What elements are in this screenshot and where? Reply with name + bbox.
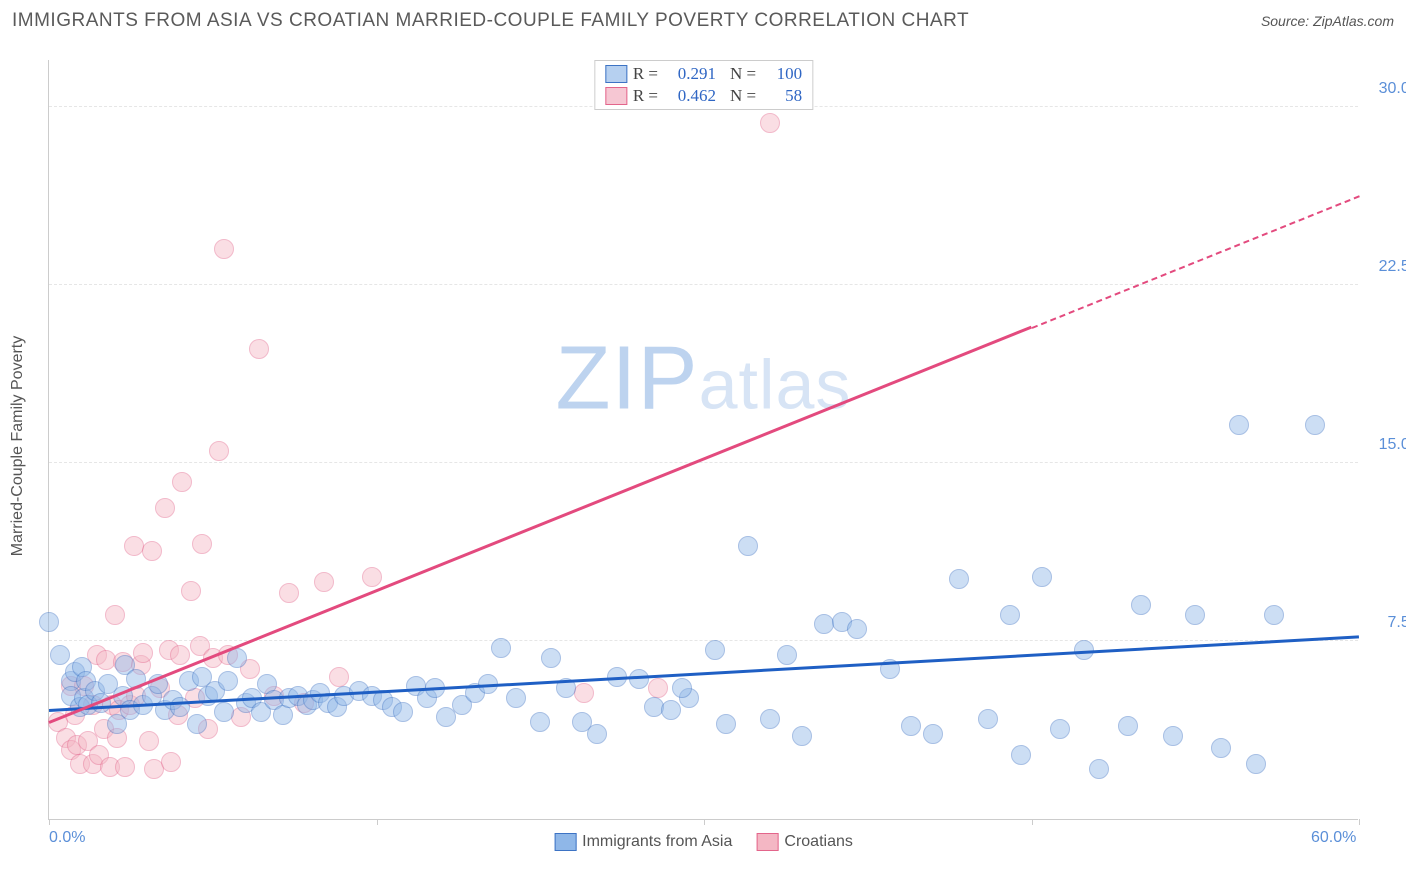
watermark-part1: ZIP	[556, 327, 699, 430]
y-tick-label: 30.0%	[1379, 80, 1406, 98]
data-point-croat	[648, 678, 668, 698]
data-point-asia	[1246, 754, 1266, 774]
gridline-h	[49, 462, 1358, 463]
data-point-croat	[209, 441, 229, 461]
x-tick	[49, 819, 50, 825]
data-point-asia	[1000, 605, 1020, 625]
legend-item-croat: Croatians	[756, 833, 852, 851]
data-point-asia	[1229, 415, 1249, 435]
data-point-croat	[161, 752, 181, 772]
data-point-asia	[587, 724, 607, 744]
data-point-asia	[506, 688, 526, 708]
watermark-part2: atlas	[699, 344, 852, 424]
data-point-asia	[1089, 759, 1109, 779]
stats-r-label: R =	[633, 85, 658, 107]
data-point-asia	[792, 726, 812, 746]
legend: Immigrants from Asia Croatians	[554, 833, 853, 851]
data-point-croat	[362, 567, 382, 587]
data-point-asia	[661, 700, 681, 720]
data-point-asia	[949, 569, 969, 589]
stats-n-value: 58	[762, 85, 802, 107]
data-point-asia	[1264, 605, 1284, 625]
data-point-croat	[760, 113, 780, 133]
data-point-asia	[923, 724, 943, 744]
data-point-asia	[672, 678, 692, 698]
trend-line-croat-dashed	[1031, 195, 1359, 329]
scatter-plot: ZIPatlas R =0.291N =100R =0.462N =58 Imm…	[48, 60, 1358, 820]
data-point-croat	[142, 541, 162, 561]
data-point-croat	[249, 339, 269, 359]
data-point-asia	[541, 648, 561, 668]
stats-r-value: 0.291	[664, 63, 716, 85]
legend-item-asia: Immigrants from Asia	[554, 833, 732, 851]
data-point-croat	[105, 605, 125, 625]
data-point-asia	[491, 638, 511, 658]
data-point-croat	[139, 731, 159, 751]
x-tick	[1032, 819, 1033, 825]
data-point-croat	[192, 534, 212, 554]
data-point-asia	[777, 645, 797, 665]
data-point-asia	[1163, 726, 1183, 746]
data-point-asia	[39, 612, 59, 632]
stats-r-value: 0.462	[664, 85, 716, 107]
stats-swatch	[605, 87, 627, 105]
data-point-asia	[50, 645, 70, 665]
legend-label: Croatians	[784, 833, 852, 850]
data-point-asia	[530, 712, 550, 732]
stats-r-label: R =	[633, 63, 658, 85]
data-point-asia	[1185, 605, 1205, 625]
y-axis-title: Married-Couple Family Poverty	[9, 336, 27, 557]
data-point-asia	[1211, 738, 1231, 758]
legend-swatch	[756, 833, 778, 851]
x-tick	[1359, 819, 1360, 825]
data-point-asia	[705, 640, 725, 660]
data-point-asia	[1118, 716, 1138, 736]
x-tick-label: 60.0%	[1311, 829, 1356, 847]
data-point-asia	[1050, 719, 1070, 739]
data-point-croat	[214, 239, 234, 259]
stats-row: R = 0.291 N = 100	[605, 63, 802, 85]
y-tick-label: 7.5%	[1388, 614, 1406, 632]
stats-box: R = 0.291 N = 100 R = 0.462 N = 58	[594, 60, 813, 110]
data-point-croat	[574, 683, 594, 703]
x-tick	[704, 819, 705, 825]
data-point-asia	[738, 536, 758, 556]
data-point-asia	[847, 619, 867, 639]
stats-row: R = 0.462 N = 58	[605, 85, 802, 107]
data-point-asia	[978, 709, 998, 729]
x-tick	[377, 819, 378, 825]
data-point-croat	[115, 757, 135, 777]
chart-title: IMMIGRANTS FROM ASIA VS CROATIAN MARRIED…	[12, 10, 969, 32]
data-point-croat	[181, 581, 201, 601]
data-point-croat	[170, 645, 190, 665]
data-point-asia	[393, 702, 413, 722]
data-point-asia	[716, 714, 736, 734]
data-point-asia	[214, 702, 234, 722]
data-point-asia	[1131, 595, 1151, 615]
y-tick-label: 15.0%	[1379, 436, 1406, 454]
data-point-croat	[314, 572, 334, 592]
data-point-croat	[155, 498, 175, 518]
data-point-croat	[172, 472, 192, 492]
data-point-asia	[218, 671, 238, 691]
stats-swatch	[605, 65, 627, 83]
data-point-asia	[1305, 415, 1325, 435]
data-point-asia	[1032, 567, 1052, 587]
stats-n-value: 100	[762, 63, 802, 85]
gridline-h	[49, 284, 1358, 285]
stats-n-label: N =	[730, 85, 756, 107]
data-point-croat	[133, 643, 153, 663]
data-point-asia	[187, 714, 207, 734]
data-point-asia	[901, 716, 921, 736]
data-point-croat	[329, 667, 349, 687]
source-label: Source: ZipAtlas.com	[1261, 13, 1394, 29]
legend-swatch	[554, 833, 576, 851]
y-tick-label: 22.5%	[1379, 258, 1406, 276]
stats-n-label: N =	[730, 63, 756, 85]
legend-label: Immigrants from Asia	[582, 833, 732, 850]
data-point-asia	[760, 709, 780, 729]
x-tick-label: 0.0%	[49, 829, 85, 847]
data-point-asia	[1011, 745, 1031, 765]
data-point-croat	[279, 583, 299, 603]
